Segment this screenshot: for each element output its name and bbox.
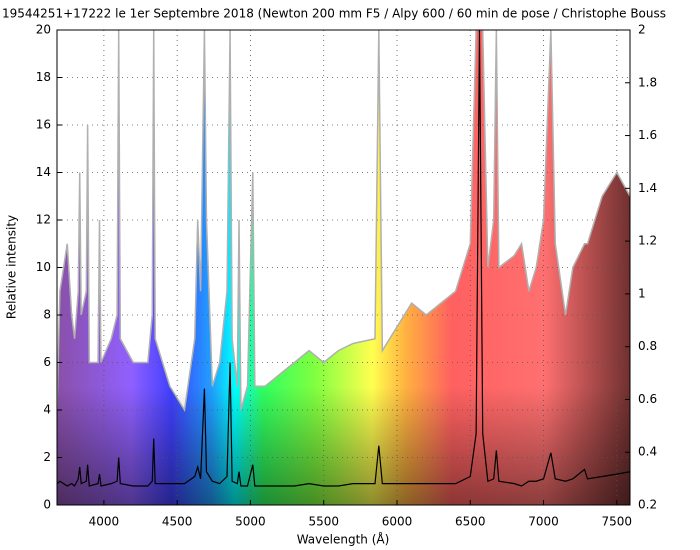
y2-tick-label: 1.6 — [638, 128, 657, 142]
y2-tick-label: 2 — [638, 23, 646, 37]
y2-tick-label: 0.6 — [638, 392, 657, 406]
x-tick-label: 4000 — [89, 515, 120, 529]
x-tick-label: 7000 — [528, 515, 559, 529]
y-tick-label: 18 — [36, 70, 51, 84]
x-tick-label: 7500 — [602, 515, 633, 529]
spectrum-line — [57, 30, 630, 487]
y-tick-label: 14 — [36, 165, 51, 179]
y-tick-label: 2 — [43, 450, 51, 464]
y2-tick-label: 1 — [638, 286, 646, 300]
y2-tick-label: 1.8 — [638, 75, 657, 89]
x-tick-label: 6000 — [382, 515, 413, 529]
spectrum-line — [57, 30, 630, 413]
y2-tick-label: 1.4 — [638, 181, 657, 195]
y-tick-label: 16 — [36, 118, 51, 132]
y-tick-label: 12 — [36, 213, 51, 227]
y-tick-label: 8 — [43, 308, 51, 322]
y-axis-label: Relative intensity — [5, 215, 19, 319]
x-tick-label: 6500 — [455, 515, 486, 529]
y-tick-label: 20 — [36, 23, 51, 37]
x-tick-label: 5500 — [308, 515, 339, 529]
y2-tick-label: 1.2 — [638, 234, 657, 248]
y-tick-label: 10 — [36, 260, 51, 274]
chart-title: 19544251+17222 le 1er Septembre 2018 (Ne… — [2, 7, 666, 21]
y-tick-label: 0 — [43, 498, 51, 512]
x-tick-label: 4500 — [162, 515, 193, 529]
plot-area — [57, 30, 630, 505]
y2-tick-label: 0.2 — [638, 498, 657, 512]
x-axis-label: Wavelength (Å) — [297, 532, 390, 547]
y-tick-label: 6 — [43, 355, 51, 369]
y2-tick-label: 0.8 — [638, 339, 657, 353]
y-tick-label: 4 — [43, 403, 51, 417]
y2-tick-label: 0.4 — [638, 445, 657, 459]
x-tick-label: 5000 — [235, 515, 266, 529]
